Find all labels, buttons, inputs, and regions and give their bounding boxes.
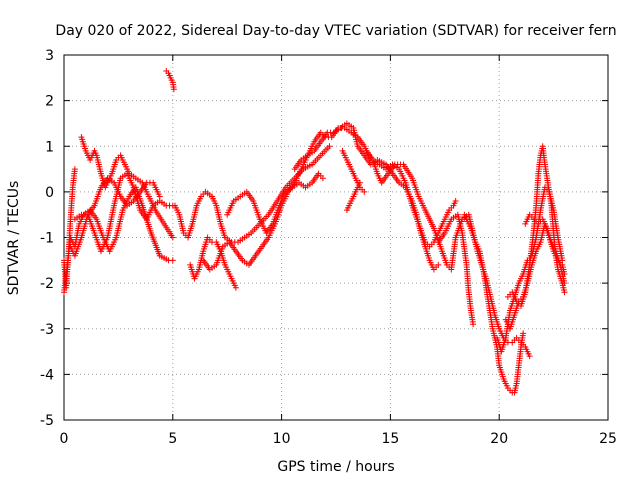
data-point <box>170 86 177 93</box>
y-tick-label: 3 <box>45 48 54 64</box>
y-tick-label: 2 <box>45 94 54 110</box>
data-point <box>561 280 568 287</box>
y-tick-label: -2 <box>40 276 54 292</box>
data-point <box>326 143 333 150</box>
data-point <box>169 234 176 241</box>
y-tick-label: -3 <box>40 322 54 338</box>
y-tick-label: -1 <box>40 231 54 247</box>
x-tick-label: 5 <box>168 431 177 447</box>
data-point <box>361 188 368 195</box>
y-tick-label: 1 <box>45 139 54 155</box>
x-tick-label: 25 <box>599 431 617 447</box>
chart-title: Day 020 of 2022, Sidereal Day-to-day VTE… <box>55 23 616 39</box>
data-point <box>435 261 442 268</box>
x-tick-label: 10 <box>273 431 291 447</box>
data-point <box>71 166 78 173</box>
axis-ticks: 0 5 10 15 20 25 -5 -4 -3 -2 -1 0 1 2 3 <box>40 48 617 447</box>
y-axis-label: SDTVAR / TECUs <box>6 181 22 296</box>
x-tick-label: 0 <box>60 431 69 447</box>
x-tick-label: 15 <box>381 431 399 447</box>
data-point <box>169 257 176 264</box>
y-tick-label: -5 <box>40 413 54 429</box>
data-point <box>156 193 163 200</box>
y-tick-label: 0 <box>45 185 54 201</box>
data-points <box>61 67 568 396</box>
data-point <box>526 353 533 360</box>
data-point <box>520 330 527 337</box>
x-axis-label: GPS time / hours <box>277 459 394 475</box>
x-tick-label: 20 <box>490 431 508 447</box>
y-tick-label: -4 <box>40 367 54 383</box>
data-point <box>356 179 363 186</box>
data-point <box>561 289 568 296</box>
data-point <box>452 198 459 204</box>
data-point <box>319 175 326 182</box>
data-point <box>232 284 239 291</box>
grid-lines <box>64 55 608 420</box>
data-point <box>470 321 477 328</box>
